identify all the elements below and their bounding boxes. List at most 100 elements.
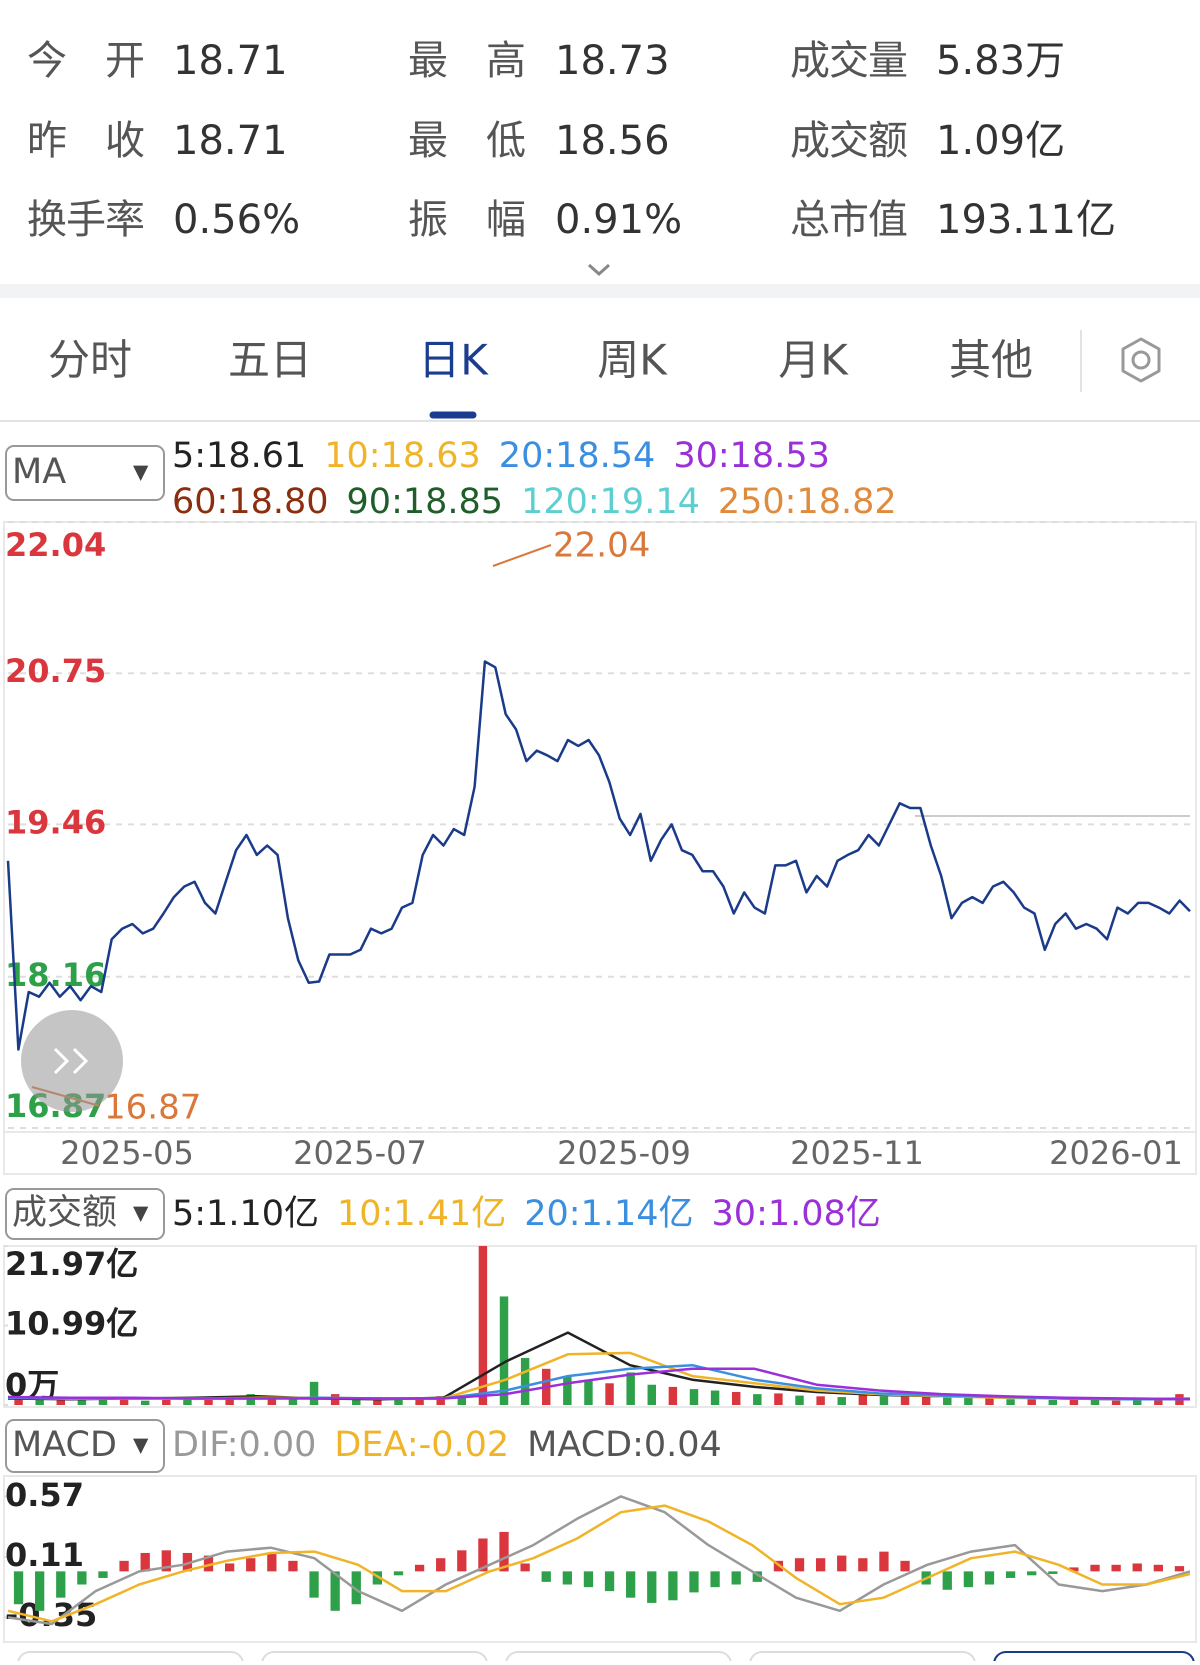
volume-bar xyxy=(394,1399,403,1405)
volume-bar xyxy=(921,1395,931,1405)
macd-bar xyxy=(77,1571,87,1585)
indicator-dropdown[interactable] xyxy=(5,1419,165,1473)
volume-bar xyxy=(1111,1400,1121,1405)
volume-bar xyxy=(689,1389,699,1405)
tab[interactable]: 日K xyxy=(418,336,489,385)
macd-bar xyxy=(1174,1566,1185,1572)
volume-bar xyxy=(288,1397,298,1405)
volume-bar xyxy=(816,1396,825,1405)
volume-bar xyxy=(1133,1399,1142,1405)
macd-bar xyxy=(372,1571,383,1585)
indicator-value: 250:18.82 xyxy=(718,482,897,522)
macd-bar xyxy=(414,1564,425,1572)
scroll-button-icon xyxy=(53,1047,89,1075)
macd-bar xyxy=(984,1571,995,1585)
macd-bar xyxy=(98,1571,108,1578)
macd-bar xyxy=(1048,1571,1058,1574)
volume-bar xyxy=(204,1399,213,1405)
stat-label: 成交额 xyxy=(790,118,908,164)
indicator-value: 5:18.61 xyxy=(172,436,306,476)
volume-ma-line xyxy=(7,1331,1191,1401)
volume-bar xyxy=(352,1398,361,1405)
tab[interactable]: 五日 xyxy=(228,336,312,385)
indicator-value: 30:1.08亿 xyxy=(712,1194,881,1234)
macd-line xyxy=(7,1495,1191,1626)
macd-line xyxy=(7,1504,1191,1623)
macd-bar xyxy=(1153,1564,1163,1572)
macd-bar xyxy=(119,1560,129,1572)
indicator-dropdown[interactable] xyxy=(5,1188,165,1240)
volume-bar xyxy=(837,1397,846,1405)
macd-bar xyxy=(815,1558,826,1572)
volume-bar xyxy=(795,1395,804,1405)
macd-bar xyxy=(752,1571,762,1582)
y-tick-label: 20.75 xyxy=(5,652,106,690)
tab[interactable]: 周K xyxy=(597,336,668,385)
indicator-value: 120:19.14 xyxy=(521,482,700,522)
stat-value: 1.09亿 xyxy=(936,118,1065,164)
volume-bar xyxy=(1027,1398,1036,1405)
stat-label: 最低 xyxy=(408,118,526,164)
volume-bar xyxy=(309,1381,319,1405)
volume-bar xyxy=(774,1393,783,1405)
scroll-button[interactable] xyxy=(21,1010,123,1112)
tab[interactable]: 分时 xyxy=(48,336,132,385)
indicator-dropdown[interactable] xyxy=(5,445,165,501)
volume-bar xyxy=(710,1390,720,1405)
macd-bar xyxy=(1069,1567,1079,1572)
stat-label: 振幅 xyxy=(408,197,526,243)
tab[interactable]: 月K xyxy=(778,336,849,385)
volume-bar xyxy=(225,1398,234,1405)
volume-bar xyxy=(964,1397,973,1405)
volume-bar xyxy=(668,1386,678,1405)
macd-bar xyxy=(520,1563,530,1572)
stat-value: 5.83万 xyxy=(936,38,1065,84)
y-tick-label: 0.57 xyxy=(5,1476,84,1514)
macd-bar xyxy=(140,1552,150,1572)
indicator-value: 30:18.53 xyxy=(673,436,830,476)
stat-value: 18.73 xyxy=(555,38,670,84)
indicator-value: 20:18.54 xyxy=(499,436,656,476)
indicator-name: MACD xyxy=(12,1425,117,1465)
macd-bar xyxy=(731,1571,741,1585)
stat-value: 18.56 xyxy=(555,118,670,164)
macd-bar xyxy=(267,1552,277,1572)
macd-bar xyxy=(436,1558,446,1572)
volume-bar xyxy=(943,1397,952,1405)
volume-panel xyxy=(3,1245,1197,1408)
volume-bar xyxy=(457,1397,467,1405)
expand-chevron[interactable] xyxy=(587,263,611,277)
high-marker xyxy=(492,544,552,567)
volume-bar xyxy=(77,1399,87,1405)
indicator-value: 20:1.14亿 xyxy=(524,1194,693,1234)
dropdown-arrow: ▼ xyxy=(133,1433,149,1457)
macd-bar xyxy=(288,1560,298,1572)
low-label: 16.87 xyxy=(104,1088,201,1128)
macd-bar xyxy=(541,1571,551,1582)
macd-bar xyxy=(794,1558,805,1572)
volume-bar xyxy=(879,1396,889,1405)
volume-bar xyxy=(731,1391,741,1405)
y-tick-label: 19.46 xyxy=(5,803,106,841)
bottom-tabs[interactable] xyxy=(17,1651,1195,1665)
macd-bar xyxy=(562,1571,572,1585)
volume-bar xyxy=(753,1394,762,1405)
macd-bar xyxy=(604,1571,615,1592)
volume-bar xyxy=(499,1296,509,1405)
indicator-value: DEA:-0.02 xyxy=(334,1425,509,1465)
tab[interactable]: 其他 xyxy=(949,336,1033,385)
indicator-value: 10:18.63 xyxy=(324,436,481,476)
macd-bar xyxy=(35,1571,45,1611)
dropdown-arrow: ▼ xyxy=(133,1201,149,1225)
macd-bar xyxy=(626,1571,636,1598)
macd-bar xyxy=(837,1555,847,1572)
stat-label: 换手率 xyxy=(27,197,145,243)
indicator-name: 成交额 xyxy=(12,1193,117,1233)
volume-bar xyxy=(98,1399,108,1405)
indicator-value: MACD:0.04 xyxy=(527,1425,722,1465)
indicator-value: 5:1.10亿 xyxy=(172,1194,319,1234)
volume-ma-line xyxy=(7,1351,1191,1401)
macd-bar xyxy=(182,1552,193,1572)
settings-icon[interactable] xyxy=(1121,337,1161,383)
macd-bar xyxy=(1111,1564,1121,1572)
